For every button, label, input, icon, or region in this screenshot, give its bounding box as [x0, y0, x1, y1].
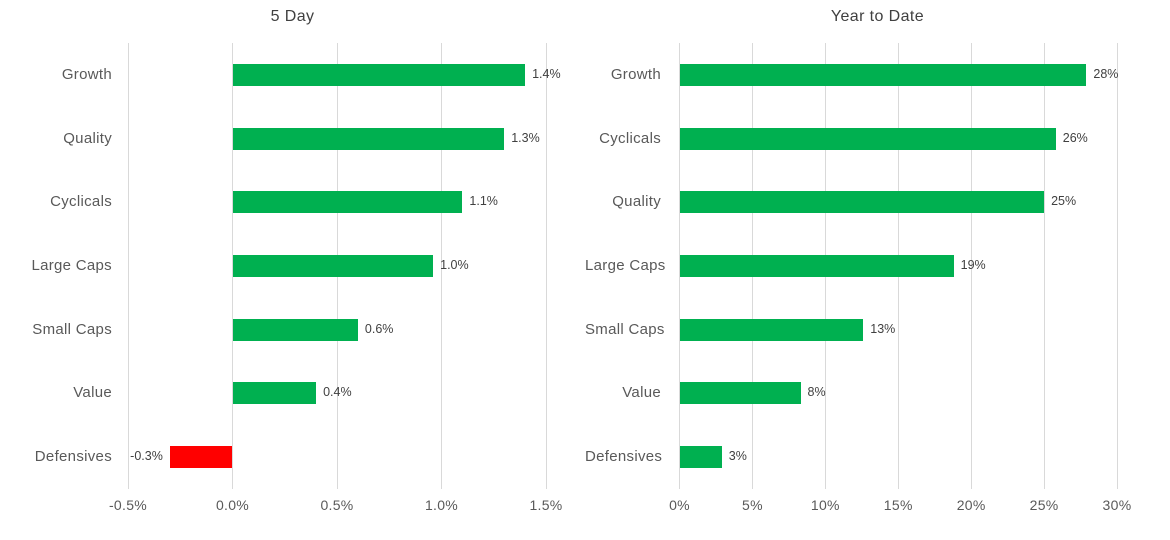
- chart-title-year-to-date: Year to Date: [830, 8, 925, 25]
- chart-panel-5-day: 5 Day -0.5% 0.0% 0.5% 1.0% 1.5% Growth 1.4% Qua…: [31, 8, 563, 513]
- bar-large-caps: [232, 255, 434, 277]
- category-label-growth: Growth: [61, 65, 112, 83]
- bar-defensives: [679, 446, 722, 469]
- x-axis-tick-label: 15%: [883, 497, 913, 513]
- gridline: [545, 43, 547, 489]
- value-label-cyclicals: 1.1%: [469, 194, 498, 209]
- gridline: [970, 43, 972, 489]
- bar-value: [679, 382, 801, 405]
- gridline: [1116, 43, 1118, 489]
- category-label-growth: Growth: [610, 65, 661, 83]
- value-label-growth: 28%: [1093, 66, 1119, 81]
- bar-quality: [679, 191, 1045, 214]
- category-label-large-caps: Large Caps: [31, 257, 112, 274]
- bar-small-caps: [679, 318, 864, 341]
- category-label-cyclicals: Cyclicals: [599, 129, 661, 147]
- value-label-value: 0.4%: [323, 385, 352, 400]
- category-label-small-caps: Small Caps: [32, 320, 112, 338]
- bar-quality: [232, 127, 505, 150]
- category-label-defensives: Defensives: [585, 448, 663, 466]
- gridline: [127, 43, 129, 489]
- x-axis-tick-label: 20%: [956, 497, 986, 513]
- x-axis-tick-label: 10%: [810, 497, 840, 513]
- bar-growth: [232, 63, 526, 86]
- value-label-growth: 1.4%: [532, 66, 561, 81]
- x-axis-tick-label: 0.5%: [320, 497, 354, 513]
- bar-value: [232, 382, 317, 405]
- category-label-value: Value: [622, 384, 661, 402]
- bar-large-caps: [679, 255, 954, 277]
- category-label-quality: Quality: [63, 129, 112, 147]
- bar-defensives: [169, 446, 233, 469]
- gridline: [1043, 43, 1045, 489]
- gridline: [441, 43, 442, 489]
- x-axis-tick-label: -0.5%: [108, 497, 148, 513]
- value-label-large-caps: 19%: [960, 258, 986, 272]
- value-label-quality: 25%: [1051, 194, 1077, 209]
- category-label-cyclicals: Cyclicals: [50, 193, 112, 211]
- chart-title-5-day: 5 Day: [270, 8, 315, 25]
- value-label-small-caps: 13%: [870, 321, 896, 336]
- bar-cyclicals: [232, 191, 463, 214]
- x-axis-tick-label: 0%: [669, 497, 690, 513]
- bar-cyclicals: [679, 127, 1056, 150]
- x-axis-tick-label: 1.0%: [424, 497, 459, 513]
- chart-panel-year-to-date: Year to Date 0% 5% 10% 15% 20% 25% 30% Growth 28…: [585, 0, 1170, 540]
- category-label-value: Value: [73, 384, 112, 402]
- value-label-quality: 1.3%: [511, 130, 540, 145]
- value-label-defensives: -0.3%: [130, 449, 163, 464]
- category-label-quality: Quality: [612, 193, 661, 211]
- category-label-large-caps: Large Caps: [585, 257, 666, 274]
- x-axis-tick-label: 30%: [1102, 497, 1132, 513]
- x-axis-tick-label: 5%: [741, 497, 763, 513]
- category-label-small-caps: Small Caps: [585, 320, 665, 338]
- x-axis-tick-label: 1.5%: [529, 497, 563, 513]
- value-label-value: 8%: [807, 385, 826, 400]
- value-label-cyclicals: 26%: [1062, 130, 1088, 145]
- x-axis-tick-label: 0.0%: [215, 497, 250, 513]
- category-label-defensives: Defensives: [34, 448, 112, 466]
- value-label-small-caps: 0.6%: [364, 321, 394, 336]
- bar-growth: [679, 63, 1087, 86]
- x-axis-tick-label: 25%: [1029, 497, 1059, 513]
- bar-small-caps: [232, 318, 358, 341]
- value-label-large-caps: 1.0%: [440, 258, 469, 272]
- value-label-defensives: 3%: [728, 449, 747, 464]
